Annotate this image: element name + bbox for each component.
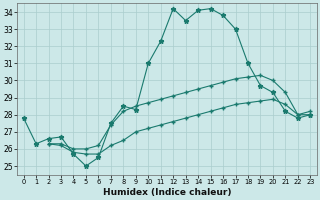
X-axis label: Humidex (Indice chaleur): Humidex (Indice chaleur) [103, 188, 231, 197]
